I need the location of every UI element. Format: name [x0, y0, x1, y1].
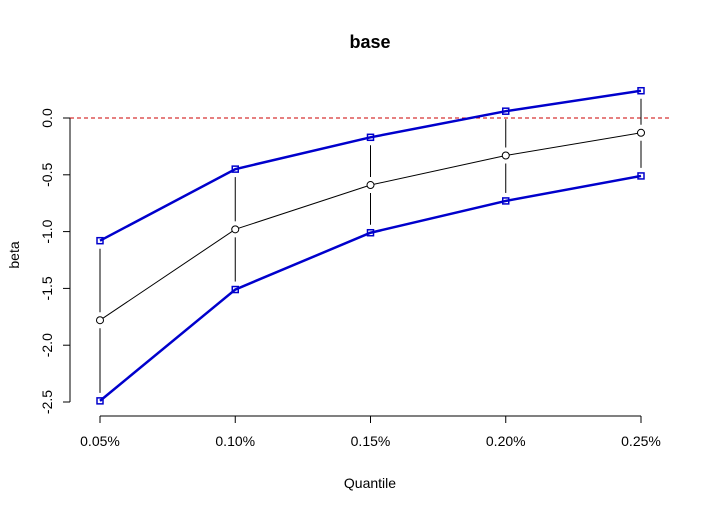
y-tick-label-4: -2.0 — [39, 333, 55, 357]
y-tick-label-2: -1.0 — [39, 219, 55, 243]
lower-point-2 — [366, 228, 375, 237]
lower-point-3 — [502, 197, 510, 205]
x-tick-label-2: 0.15% — [351, 433, 391, 449]
estimate-point-1 — [231, 225, 240, 234]
whiskers-group — [99, 98, 642, 393]
y-tick-label-3: -1.5 — [39, 276, 55, 300]
lower-point-4 — [637, 172, 645, 180]
estimate-point-4 — [637, 128, 645, 137]
y-tick-label-1: -0.5 — [39, 163, 55, 187]
y-axis-label: beta — [6, 241, 22, 268]
x-axis-label: Quantile — [344, 475, 396, 491]
x-tick-label-0: 0.05% — [80, 433, 120, 449]
estimate-point-3 — [501, 151, 510, 160]
chart-title: base — [349, 32, 390, 52]
series-line-lower — [99, 174, 642, 402]
estimate-point-0 — [96, 316, 104, 325]
y-tick-label-0: 0.0 — [39, 108, 55, 128]
x-tick-label-1: 0.10% — [215, 433, 255, 449]
estimate-point-2 — [366, 181, 375, 190]
axes: 0.05% 0.10% 0.15% 0.20% 0.25% 0.0 -0.5 -1.0 -1.5… — [39, 108, 661, 449]
upper-point-4 — [637, 86, 645, 95]
lower-point-1 — [231, 285, 239, 294]
x-tick-label-4: 0.25% — [621, 433, 661, 449]
upper-point-0 — [96, 236, 104, 245]
lower-point-0 — [96, 397, 104, 405]
upper-point-3 — [502, 107, 510, 115]
y-tick-label-5: -2.5 — [39, 390, 55, 414]
series-group — [96, 86, 645, 405]
upper-point-1 — [231, 165, 239, 173]
x-tick-label-3: 0.20% — [486, 433, 526, 449]
series-line-upper — [99, 89, 642, 242]
upper-point-2 — [366, 133, 375, 142]
